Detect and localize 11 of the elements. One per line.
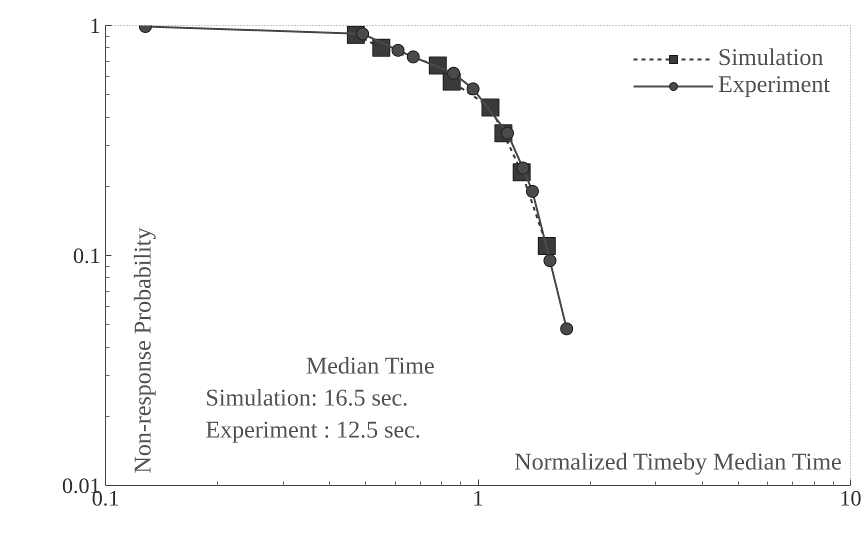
- annotation: Experiment : 12.5 sec.: [206, 418, 421, 444]
- y-axis-title: Non-response Probability: [130, 228, 156, 474]
- x-tick-label: 10: [840, 486, 862, 510]
- legend-label: Simulation: [718, 45, 824, 72]
- annotation: Median Time: [306, 354, 435, 380]
- x-axis-title: Normalized Timeby Median Time: [514, 450, 842, 476]
- annotation: Simulation: 16.5 sec.: [206, 386, 408, 412]
- legend-label: Experiment: [718, 72, 830, 99]
- x-tick-label: 1: [472, 486, 484, 510]
- y-tick-label: 0.1: [73, 243, 100, 268]
- y-tick-label: 1: [90, 13, 100, 38]
